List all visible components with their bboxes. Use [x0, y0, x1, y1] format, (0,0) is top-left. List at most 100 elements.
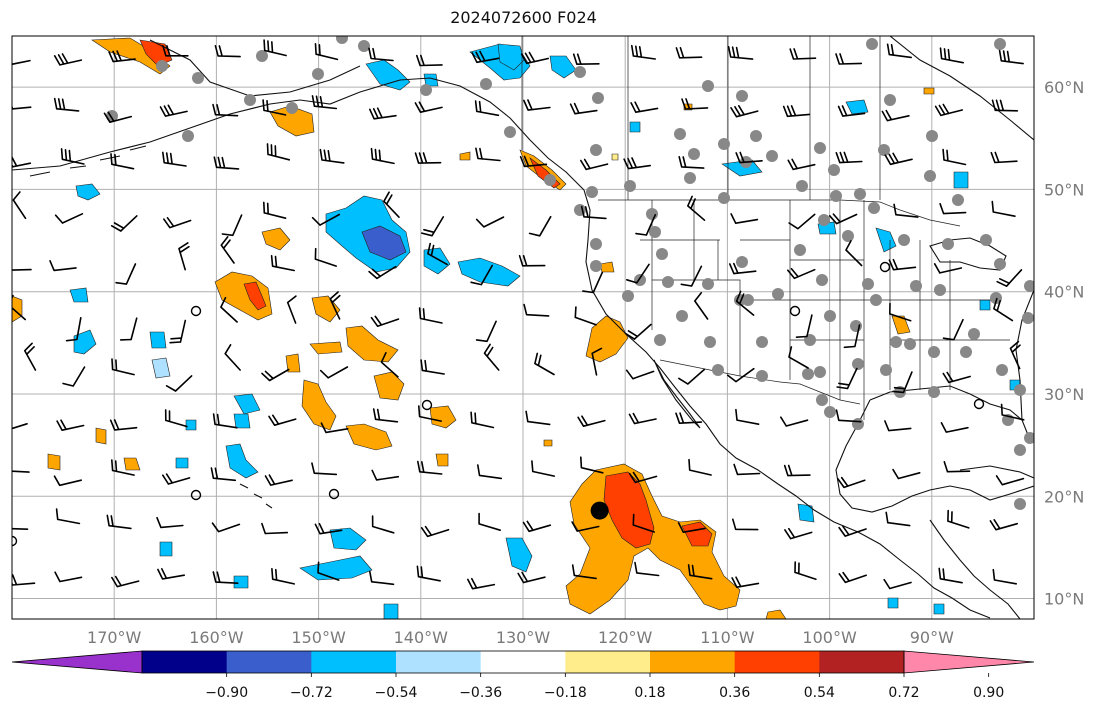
station-dot [818, 214, 830, 226]
colorbar-extend-high [903, 650, 1035, 674]
station-dot [852, 418, 864, 430]
station-dot [878, 144, 890, 156]
wind-barb [731, 576, 760, 588]
positive-anomaly-area [611, 153, 619, 161]
wind-barb [889, 302, 912, 322]
latitude-label: 30°N [1044, 385, 1084, 404]
wind-barb [370, 315, 400, 327]
station-dot [544, 174, 556, 186]
negative-anomaly-area [233, 393, 261, 415]
station-dot [742, 294, 754, 306]
wind-barb [12, 527, 29, 530]
wind-barb [483, 343, 500, 371]
wind-barb [835, 151, 863, 164]
longitude-label: 90°W [910, 628, 954, 647]
wind-barb [520, 51, 549, 65]
wind-barb [881, 109, 910, 122]
colorbar-tick-label: 0.72 [888, 685, 919, 701]
wind-barb [787, 267, 816, 280]
negative-anomaly-area [233, 413, 251, 429]
station-dot [924, 170, 936, 182]
station-dot [772, 288, 784, 300]
positive-anomaly-area [435, 453, 449, 467]
wind-barb [319, 148, 345, 164]
wind-barb [635, 214, 657, 236]
wind-barb [162, 45, 189, 57]
negative-anomaly-area [69, 287, 89, 303]
wind-barb [837, 105, 866, 117]
wind-barb [729, 262, 757, 275]
colorbar-frame [141, 650, 905, 674]
station-dot [192, 72, 204, 84]
positive-anomaly-area [243, 281, 267, 311]
wind-barb [726, 367, 755, 383]
wind-barb [270, 255, 295, 272]
wind-barb [211, 522, 241, 533]
wind-barb [933, 263, 963, 274]
wind-barb [212, 571, 239, 584]
wind-barb [418, 405, 442, 422]
wind-barb [156, 516, 184, 529]
wind-barb [416, 54, 443, 67]
station-dot [646, 208, 658, 220]
wind-barb [675, 412, 703, 424]
wind-barb [990, 151, 1018, 164]
wind-barb [677, 522, 706, 533]
station-dot [662, 276, 674, 288]
wind-barb [531, 460, 556, 477]
wind-barb [213, 156, 240, 170]
negative-anomaly-area [233, 575, 249, 589]
wind-barb [843, 324, 861, 349]
wind-barb [885, 511, 911, 527]
wind-barb [1000, 403, 1025, 421]
latitude-label: 40°N [1044, 283, 1084, 302]
station-dot [868, 202, 880, 214]
station-dot [910, 280, 922, 292]
wind-barb [368, 265, 397, 280]
wind-barb [625, 369, 655, 380]
wind-barb [580, 456, 604, 474]
wind-barb [12, 470, 30, 473]
station-dot [624, 180, 636, 192]
positive-anomaly-area [285, 353, 301, 373]
wind-barb [372, 408, 399, 423]
station-dot [674, 128, 686, 140]
wind-barb [109, 419, 138, 431]
calm-wind-circle [190, 489, 202, 501]
wind-barb [735, 151, 763, 164]
wind-barb [320, 422, 349, 434]
wind-barb [111, 575, 140, 588]
station-dot [336, 36, 348, 44]
wind-barb [220, 236, 235, 264]
wind-barb [630, 101, 659, 113]
colorbar-tick-label: 0.90 [973, 685, 1004, 701]
map-title: 2024072600 F024 [450, 8, 597, 27]
wind-barb [478, 512, 501, 531]
negative-anomaly-area [423, 73, 439, 87]
positive-anomaly-area [301, 379, 337, 431]
wind-barb [311, 95, 338, 110]
colorbar-tick-label: −0.90 [205, 685, 248, 701]
wind-barb [103, 111, 132, 123]
wind-barb [989, 519, 1018, 531]
colorbar-extend-low [11, 650, 143, 674]
negative-anomaly-area [159, 541, 173, 557]
negative-anomaly-area [797, 503, 815, 523]
wind-barb [794, 561, 817, 581]
wind-barb [470, 411, 495, 429]
wind-barb [212, 413, 238, 429]
wind-barb [221, 214, 243, 237]
wind-barb [224, 344, 241, 371]
station-dot [736, 256, 748, 268]
wind-barb [111, 358, 135, 376]
positive-anomaly-area [373, 371, 405, 401]
station-dot [702, 80, 714, 92]
us-mexico-border [659, 359, 861, 405]
wind-barb [329, 291, 341, 320]
station-dot [504, 126, 516, 138]
wind-barb [319, 366, 349, 379]
colorbar-tick-label: −0.36 [459, 685, 502, 701]
negative-anomaly-area [549, 55, 577, 79]
longitude-labels: 170°W 160°W 150°W 140°W 130°W 120°W 110°W 100°W… [87, 628, 954, 647]
